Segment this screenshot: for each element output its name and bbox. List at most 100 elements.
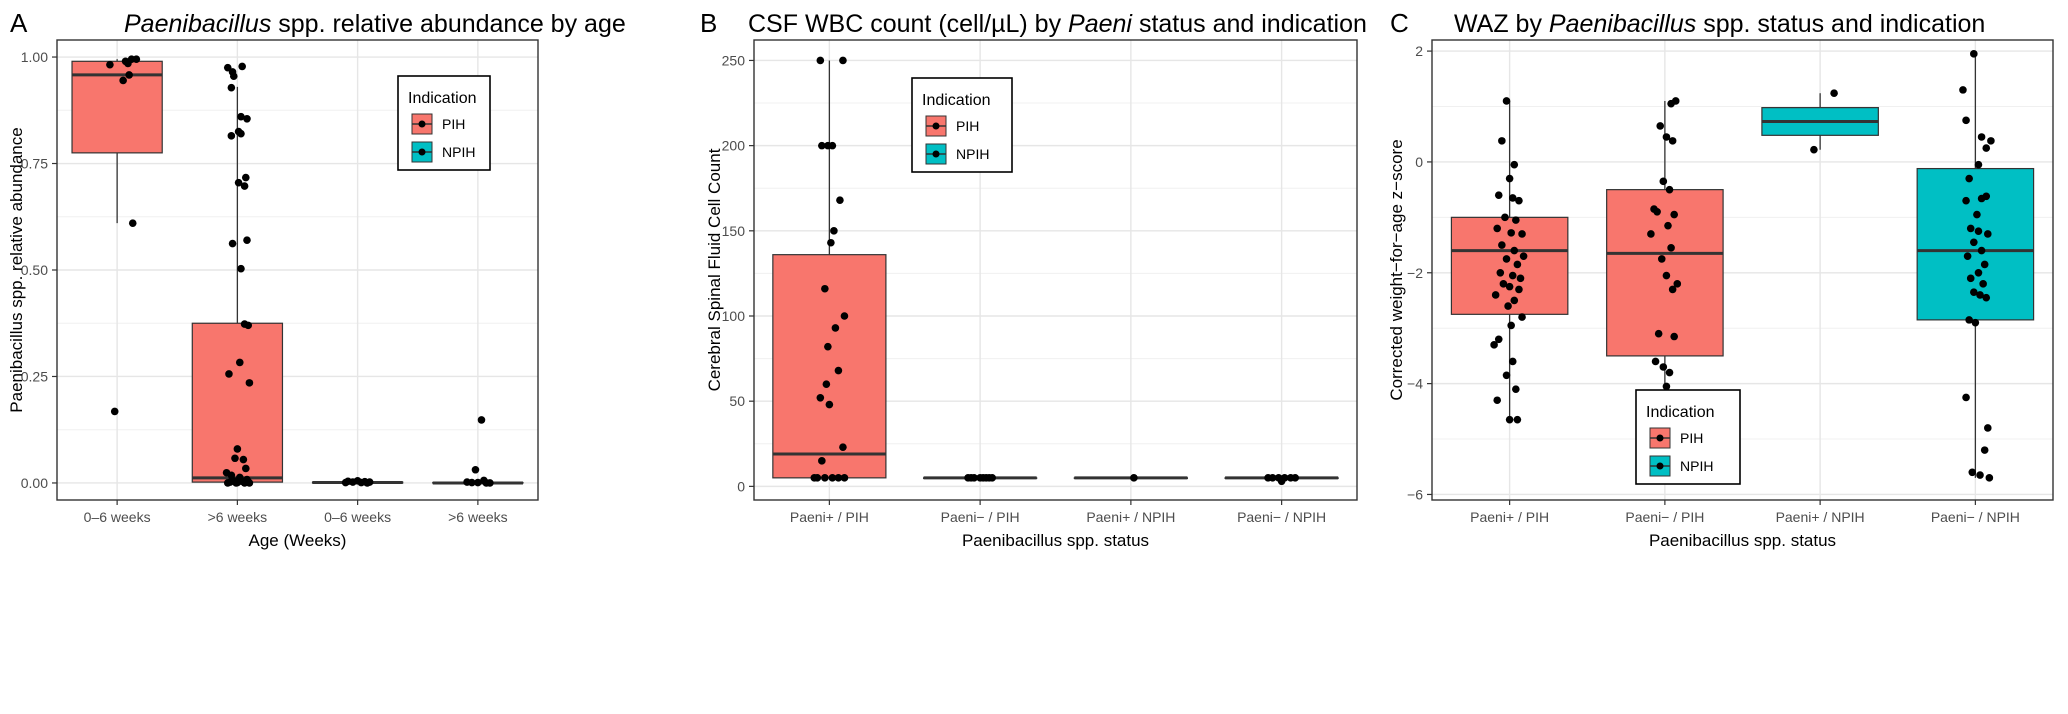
data-point <box>1977 133 1986 141</box>
data-point <box>1291 474 1299 482</box>
title-part: WAZ by <box>1454 10 1549 38</box>
data-point <box>1518 230 1526 238</box>
data-point <box>830 227 838 235</box>
box <box>772 254 887 479</box>
data-point <box>229 72 238 81</box>
data-point <box>1505 174 1514 183</box>
data-point <box>245 379 254 387</box>
data-point <box>1515 196 1523 205</box>
legend: Indication PIH NPIH <box>911 77 1013 173</box>
data-point <box>486 479 494 487</box>
data-point <box>223 479 232 487</box>
data-point <box>245 479 254 487</box>
y-tick-label: 0.00 <box>21 475 48 491</box>
data-point <box>1970 288 1978 296</box>
data-point <box>840 312 849 320</box>
data-point <box>1963 252 1972 260</box>
data-point <box>349 478 357 486</box>
legend-label: NPIH <box>442 144 475 160</box>
y-axis-label: Paenibacillus spp. relative abundance <box>7 127 26 412</box>
data-point <box>1651 357 1660 366</box>
title-part: spp. status and indication <box>1696 10 1986 38</box>
y-tick-label: 100 <box>722 308 746 324</box>
legend-key-point <box>932 122 940 130</box>
data-point <box>816 56 825 65</box>
data-point <box>839 56 847 65</box>
data-point <box>1965 316 1973 324</box>
data-point <box>834 474 843 482</box>
x-tick-label: Paeni− / NPIH <box>1931 509 2020 525</box>
legend-key-point <box>1656 434 1664 442</box>
data-point <box>1977 194 1986 203</box>
data-point <box>237 129 245 138</box>
x-tick-label: >6 weeks <box>208 509 268 525</box>
data-point <box>124 59 132 68</box>
title-part: CSF WBC count (cell/µL) by <box>748 10 1069 38</box>
x-tick-label: Paeni+ / PIH <box>790 509 869 525</box>
data-point <box>1504 302 1512 310</box>
y-tick-label: −2 <box>1407 265 1423 281</box>
data-point <box>241 464 250 473</box>
y-tick-label: 0.50 <box>21 262 48 278</box>
data-point <box>1491 291 1500 299</box>
data-point <box>1668 285 1677 294</box>
data-point <box>240 182 249 190</box>
data-point <box>1507 229 1515 237</box>
y-tick-label: 250 <box>722 52 746 68</box>
legend-key-point <box>1656 462 1664 470</box>
data-point <box>1965 174 1973 183</box>
data-point <box>1493 396 1502 405</box>
data-point <box>1987 137 1995 145</box>
data-point <box>238 62 246 71</box>
y-tick-label: 2 <box>1415 43 1423 59</box>
data-point <box>228 239 237 248</box>
legend-title: Indication <box>1646 404 1715 421</box>
data-point <box>1974 160 1983 169</box>
data-point <box>1130 474 1138 482</box>
y-tick-label: −6 <box>1407 486 1423 502</box>
panel-border <box>56 39 539 501</box>
legend-label: PIH <box>1680 430 1703 446</box>
data-point <box>1982 293 1991 302</box>
data-point <box>1810 145 1818 154</box>
data-point <box>1665 185 1674 194</box>
data-point <box>1970 50 1978 58</box>
data-point <box>1493 224 1502 233</box>
x-tick-label: Paeni+ / NPIH <box>1776 509 1865 525</box>
data-point <box>232 479 240 487</box>
box <box>191 322 284 483</box>
data-point <box>1656 122 1665 130</box>
legend-label: PIH <box>956 118 979 134</box>
panel-letter: C <box>1390 8 1409 38</box>
x-tick-label: Paeni− / PIH <box>1625 509 1704 525</box>
y-tick-label: 1.00 <box>21 49 48 65</box>
title-part: Paenibacillus <box>1548 10 1697 38</box>
data-point <box>471 465 480 474</box>
data-point <box>1508 357 1517 366</box>
data-point <box>1505 415 1514 424</box>
panel-border <box>753 39 1358 501</box>
data-point <box>231 454 239 463</box>
legend: Indication PIH NPIH <box>1635 389 1741 485</box>
data-point <box>341 478 350 487</box>
x-tick-label: 0–6 weeks <box>84 509 151 525</box>
data-point <box>1498 241 1506 249</box>
data-point <box>822 380 831 388</box>
data-point <box>1277 477 1286 486</box>
data-point <box>239 455 248 464</box>
data-point <box>985 474 993 482</box>
data-point <box>1665 368 1674 377</box>
data-point <box>237 264 245 273</box>
y-tick-label: 200 <box>722 138 746 154</box>
data-point <box>1513 415 1522 424</box>
legend-key-point <box>418 120 426 128</box>
data-point <box>825 400 834 409</box>
data-point <box>243 236 251 244</box>
data-point <box>1979 280 1987 288</box>
data-point <box>1980 260 1989 269</box>
y-axis-label: Corrected weight−for−age z−score <box>1387 139 1406 400</box>
data-point <box>1516 274 1525 283</box>
data-point <box>227 132 236 140</box>
data-point <box>1971 318 1980 327</box>
data-point <box>241 173 250 182</box>
